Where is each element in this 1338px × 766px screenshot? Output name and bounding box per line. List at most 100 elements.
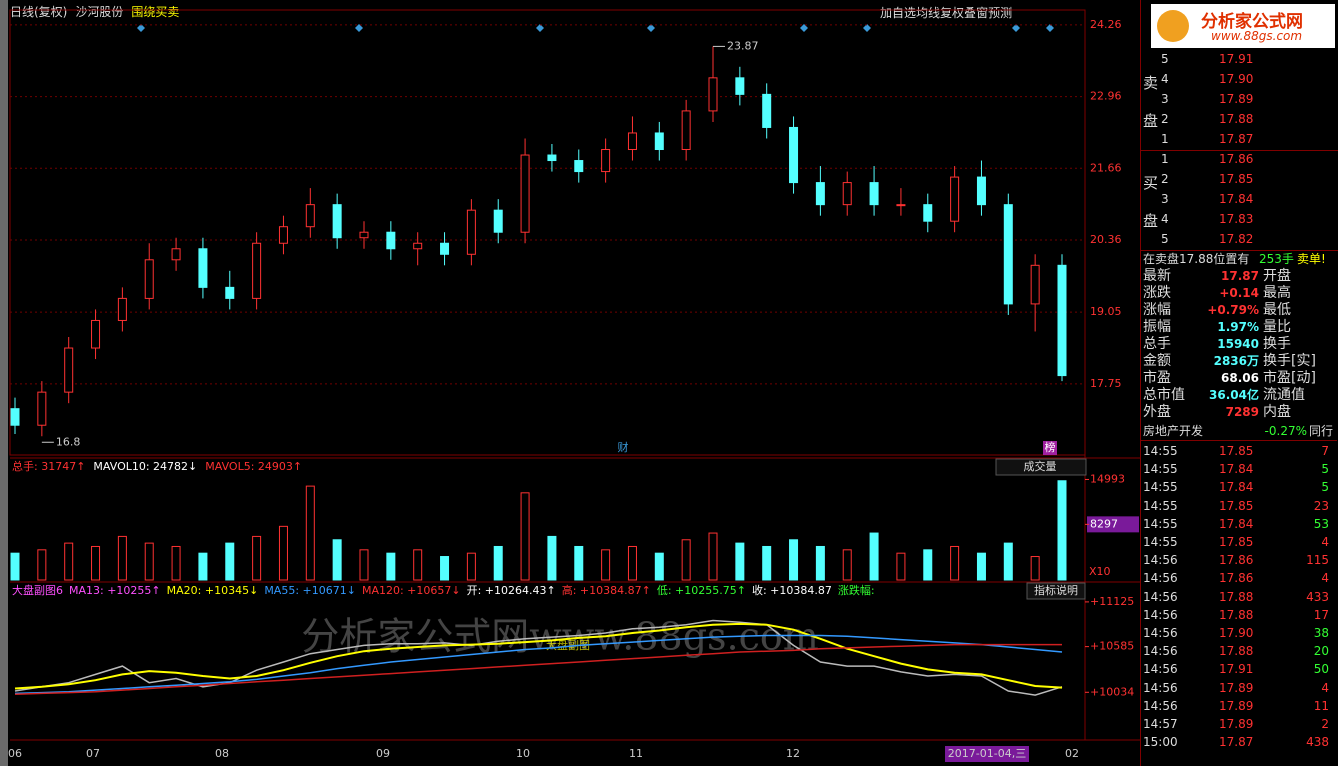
row: 涨跌 +0.14 最高 [1141,284,1337,302]
candle-body [842,182,852,206]
candle-body [440,242,450,255]
quote-value: 17.87 [1221,269,1259,283]
index-legend: MA20: +10345↓ [167,584,259,597]
y-tick-label: 8297 [1090,517,1118,530]
volume-bar [466,552,476,581]
event-tag [1043,441,1057,455]
notice-volume: 253手 [1259,252,1294,266]
trade-price: 17.89 [1219,717,1254,731]
volume-bar [869,532,879,581]
volume-bar [278,525,288,581]
trade-time: 14:56 [1143,662,1178,677]
volume-bar [1030,556,1040,581]
trade-volume: 23 [1313,498,1329,513]
index-legend: MA13: +10255↑ [69,584,161,597]
period[interactable]: 日线(复权) [10,4,68,19]
candle-body [1030,264,1040,305]
button-box[interactable] [1026,582,1086,600]
indicator-help[interactable]: 指标说明 [1034,583,1078,597]
book-level: 5 [1161,232,1169,246]
candle-body [762,93,772,128]
index-legend: 涨跌幅: [838,583,875,597]
volume-bar [574,545,584,581]
row: 3 17.89 [1141,90,1337,108]
event-label: 榜 [1045,440,1056,454]
book-price: 17.85 [1219,172,1254,186]
tick-highlight [1087,516,1139,533]
row: 4 17.83 [1141,210,1337,228]
candle-body [10,408,20,426]
row: 在卖盘17.88位置有 253手 卖单! [1141,250,1337,268]
trade-time: 14:56 [1143,607,1178,622]
quote-label: 总手 [1143,336,1171,352]
candle-body [386,231,396,250]
trade-price: 17.85 [1219,535,1254,549]
volume-bar [923,549,933,581]
sector-name: 房地产开发 [1143,424,1204,438]
candle-body [547,154,557,162]
quote-label: 最高 [1263,285,1291,301]
volume-bar [681,539,691,581]
quote-label: 换手 [1263,336,1291,352]
volume-bar [37,549,47,581]
candle-body [37,391,47,426]
candle-body [144,259,154,299]
selector-box[interactable] [995,458,1087,476]
index-line [14,622,1063,690]
y-tick-label: 20.36 [1090,233,1122,246]
event-marker [355,24,363,32]
trade-volume: 115 [1306,553,1329,568]
trade-volume: 2 [1321,717,1329,731]
candle-body [574,160,584,173]
trade-time: 14:57 [1143,717,1178,731]
candle-body [815,182,825,206]
quote-label: 金额 [1143,353,1171,369]
quote-label: 换手[实] [1263,353,1316,369]
volume-bar [601,549,611,581]
event-label: 财 [618,440,629,454]
sidebar: 分析家公式网 www.88gs.com 5 17.91 4 17.90 3 17.89 2 1… [1140,0,1338,766]
trade-time: 14:56 [1143,626,1178,640]
stock-name: 沙河股份 [75,4,124,19]
volume-bar [520,492,530,581]
trade-volume: 4 [1321,535,1329,549]
trade-price: 17.86 [1219,553,1254,568]
trade-price: 17.86 [1219,571,1254,586]
row: 14:55 17.84 5 [1141,460,1337,478]
formula[interactable]: 围绕买卖 [131,4,180,19]
volume-bar [144,542,154,581]
event-marker [647,24,655,32]
sector-change: -0.27% [1264,424,1307,438]
sector-link[interactable]: 同行 [1309,424,1334,438]
book-level: 3 [1161,92,1169,106]
volume-bar [117,535,127,581]
row: 14:56 17.89 4 [1141,679,1337,697]
trade-price: 17.84 [1219,516,1254,531]
candle-body [278,226,288,244]
y-tick-label: 21.66 [1090,161,1122,174]
logo: 分析家公式网 www.88gs.com [1151,4,1335,48]
trade-volume: 7 [1321,444,1329,458]
y-tick-label: 14993 [1090,472,1125,485]
trade-time: 14:56 [1143,571,1178,586]
row: 1 17.86 [1141,150,1337,168]
volume-bar [654,552,664,581]
x-tick-label: 07 [86,747,100,760]
volume-bar [64,542,74,581]
trade-volume: 4 [1321,680,1329,695]
candle-body [976,176,986,206]
volume-selector[interactable]: 成交量 [1024,459,1057,473]
event-marker [800,24,808,32]
trade-time: 14:55 [1143,498,1178,513]
date-highlight [945,746,1029,762]
y-tick-label: 17.75 [1090,377,1122,390]
volume-unit: X10 [1089,565,1111,578]
row: 最新 17.87 开盘 [1141,267,1337,285]
quote-label: 涨跌 [1143,285,1171,301]
trade-volume: 50 [1313,662,1329,677]
book-price: 17.88 [1219,112,1254,126]
volume-bar [91,545,101,581]
index-legend: MA55: +10671↓ [264,584,356,597]
trade-price: 17.90 [1219,626,1254,640]
volume-bar [225,542,235,581]
